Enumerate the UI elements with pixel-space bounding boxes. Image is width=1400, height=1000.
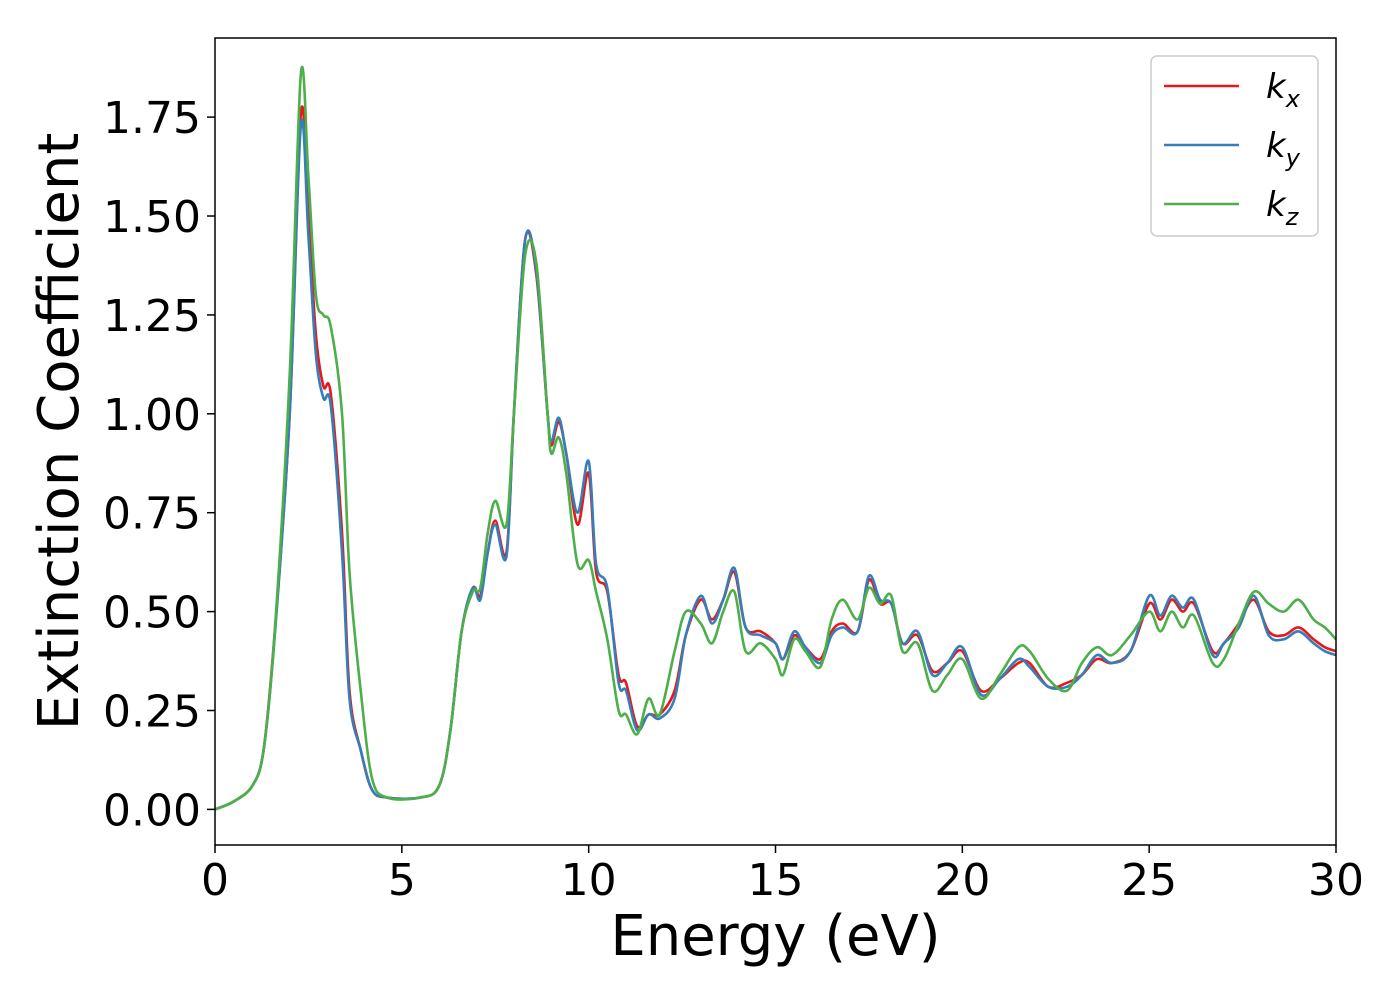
y-tick-label: 1.25 (103, 291, 201, 342)
x-tick-label: 25 (1121, 855, 1177, 906)
y-tick-label: 0.75 (103, 489, 201, 540)
x-tick-label: 15 (748, 855, 804, 906)
y-tick-label: 1.75 (103, 93, 201, 144)
legend-label-x: kx (1266, 67, 1301, 113)
x-axis: 0 5 10 15 20 25 30 (201, 845, 1364, 906)
y-tick-label: 0.50 (103, 588, 201, 639)
y-axis: 0.00 0.25 0.50 0.75 1.00 1.25 1.50 1.75 (103, 93, 215, 836)
x-tick-label: 30 (1308, 855, 1364, 906)
legend-label-z: kz (1266, 185, 1300, 231)
series-line-kz (215, 65, 1336, 811)
x-tick-label: 0 (201, 855, 229, 906)
series-layer (215, 65, 1336, 811)
x-tick-label: 20 (934, 855, 990, 906)
series-line-ky (215, 118, 1336, 811)
legend-label-y: ky (1266, 126, 1301, 172)
legend: kx ky kz (1150, 55, 1319, 237)
y-tick-label: 1.00 (103, 390, 201, 441)
y-axis-title: Extinction Coefficient (27, 133, 92, 731)
y-tick-label: 0.25 (103, 687, 201, 738)
x-tick-label: 10 (561, 855, 617, 906)
x-tick-label: 5 (388, 855, 416, 906)
y-tick-label: 0.00 (103, 785, 201, 836)
y-tick-label: 1.50 (103, 192, 201, 243)
x-axis-title: Energy (eV) (610, 904, 940, 969)
